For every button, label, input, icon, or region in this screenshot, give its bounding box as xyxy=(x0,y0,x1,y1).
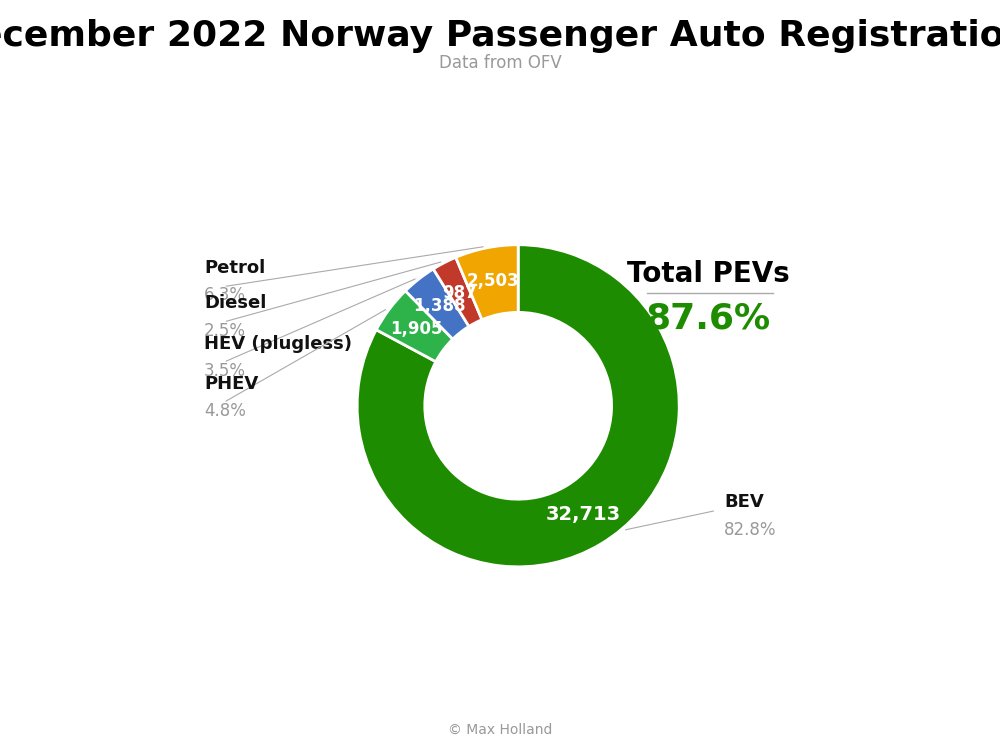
Text: PHEV: PHEV xyxy=(204,375,258,393)
Wedge shape xyxy=(433,257,482,327)
Text: BEV: BEV xyxy=(724,493,764,511)
Wedge shape xyxy=(376,291,453,362)
Text: Petrol: Petrol xyxy=(204,259,265,277)
Text: 1,905: 1,905 xyxy=(390,321,443,339)
Text: HEV (plugless): HEV (plugless) xyxy=(204,335,352,353)
Text: 987: 987 xyxy=(442,283,477,302)
Wedge shape xyxy=(456,245,518,320)
Text: 2,503: 2,503 xyxy=(467,272,519,290)
Text: 2.5%: 2.5% xyxy=(204,321,246,340)
Text: 32,713: 32,713 xyxy=(546,505,621,525)
Text: 82.8%: 82.8% xyxy=(724,521,777,539)
Wedge shape xyxy=(405,269,469,339)
Text: 6.3%: 6.3% xyxy=(204,286,246,304)
Text: Data from OFV: Data from OFV xyxy=(439,54,561,71)
Text: 87.6%: 87.6% xyxy=(646,302,771,336)
Wedge shape xyxy=(357,245,679,567)
Text: Diesel: Diesel xyxy=(204,295,267,312)
Text: © Max Holland: © Max Holland xyxy=(448,722,552,737)
Text: December 2022 Norway Passenger Auto Registrations: December 2022 Norway Passenger Auto Regi… xyxy=(0,19,1000,53)
Text: 4.8%: 4.8% xyxy=(204,403,246,420)
Text: 3.5%: 3.5% xyxy=(204,362,246,380)
Text: 1,388: 1,388 xyxy=(413,297,466,315)
Text: Total PEVs: Total PEVs xyxy=(627,260,790,288)
